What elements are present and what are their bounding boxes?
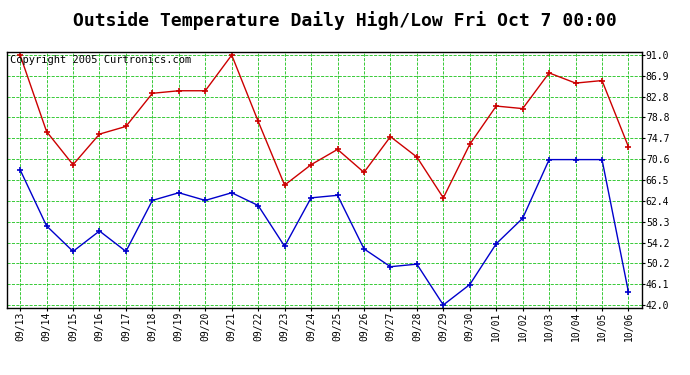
Text: Outside Temperature Daily High/Low Fri Oct 7 00:00: Outside Temperature Daily High/Low Fri O… — [73, 11, 617, 30]
Text: Copyright 2005 Curtronics.com: Copyright 2005 Curtronics.com — [10, 55, 191, 65]
